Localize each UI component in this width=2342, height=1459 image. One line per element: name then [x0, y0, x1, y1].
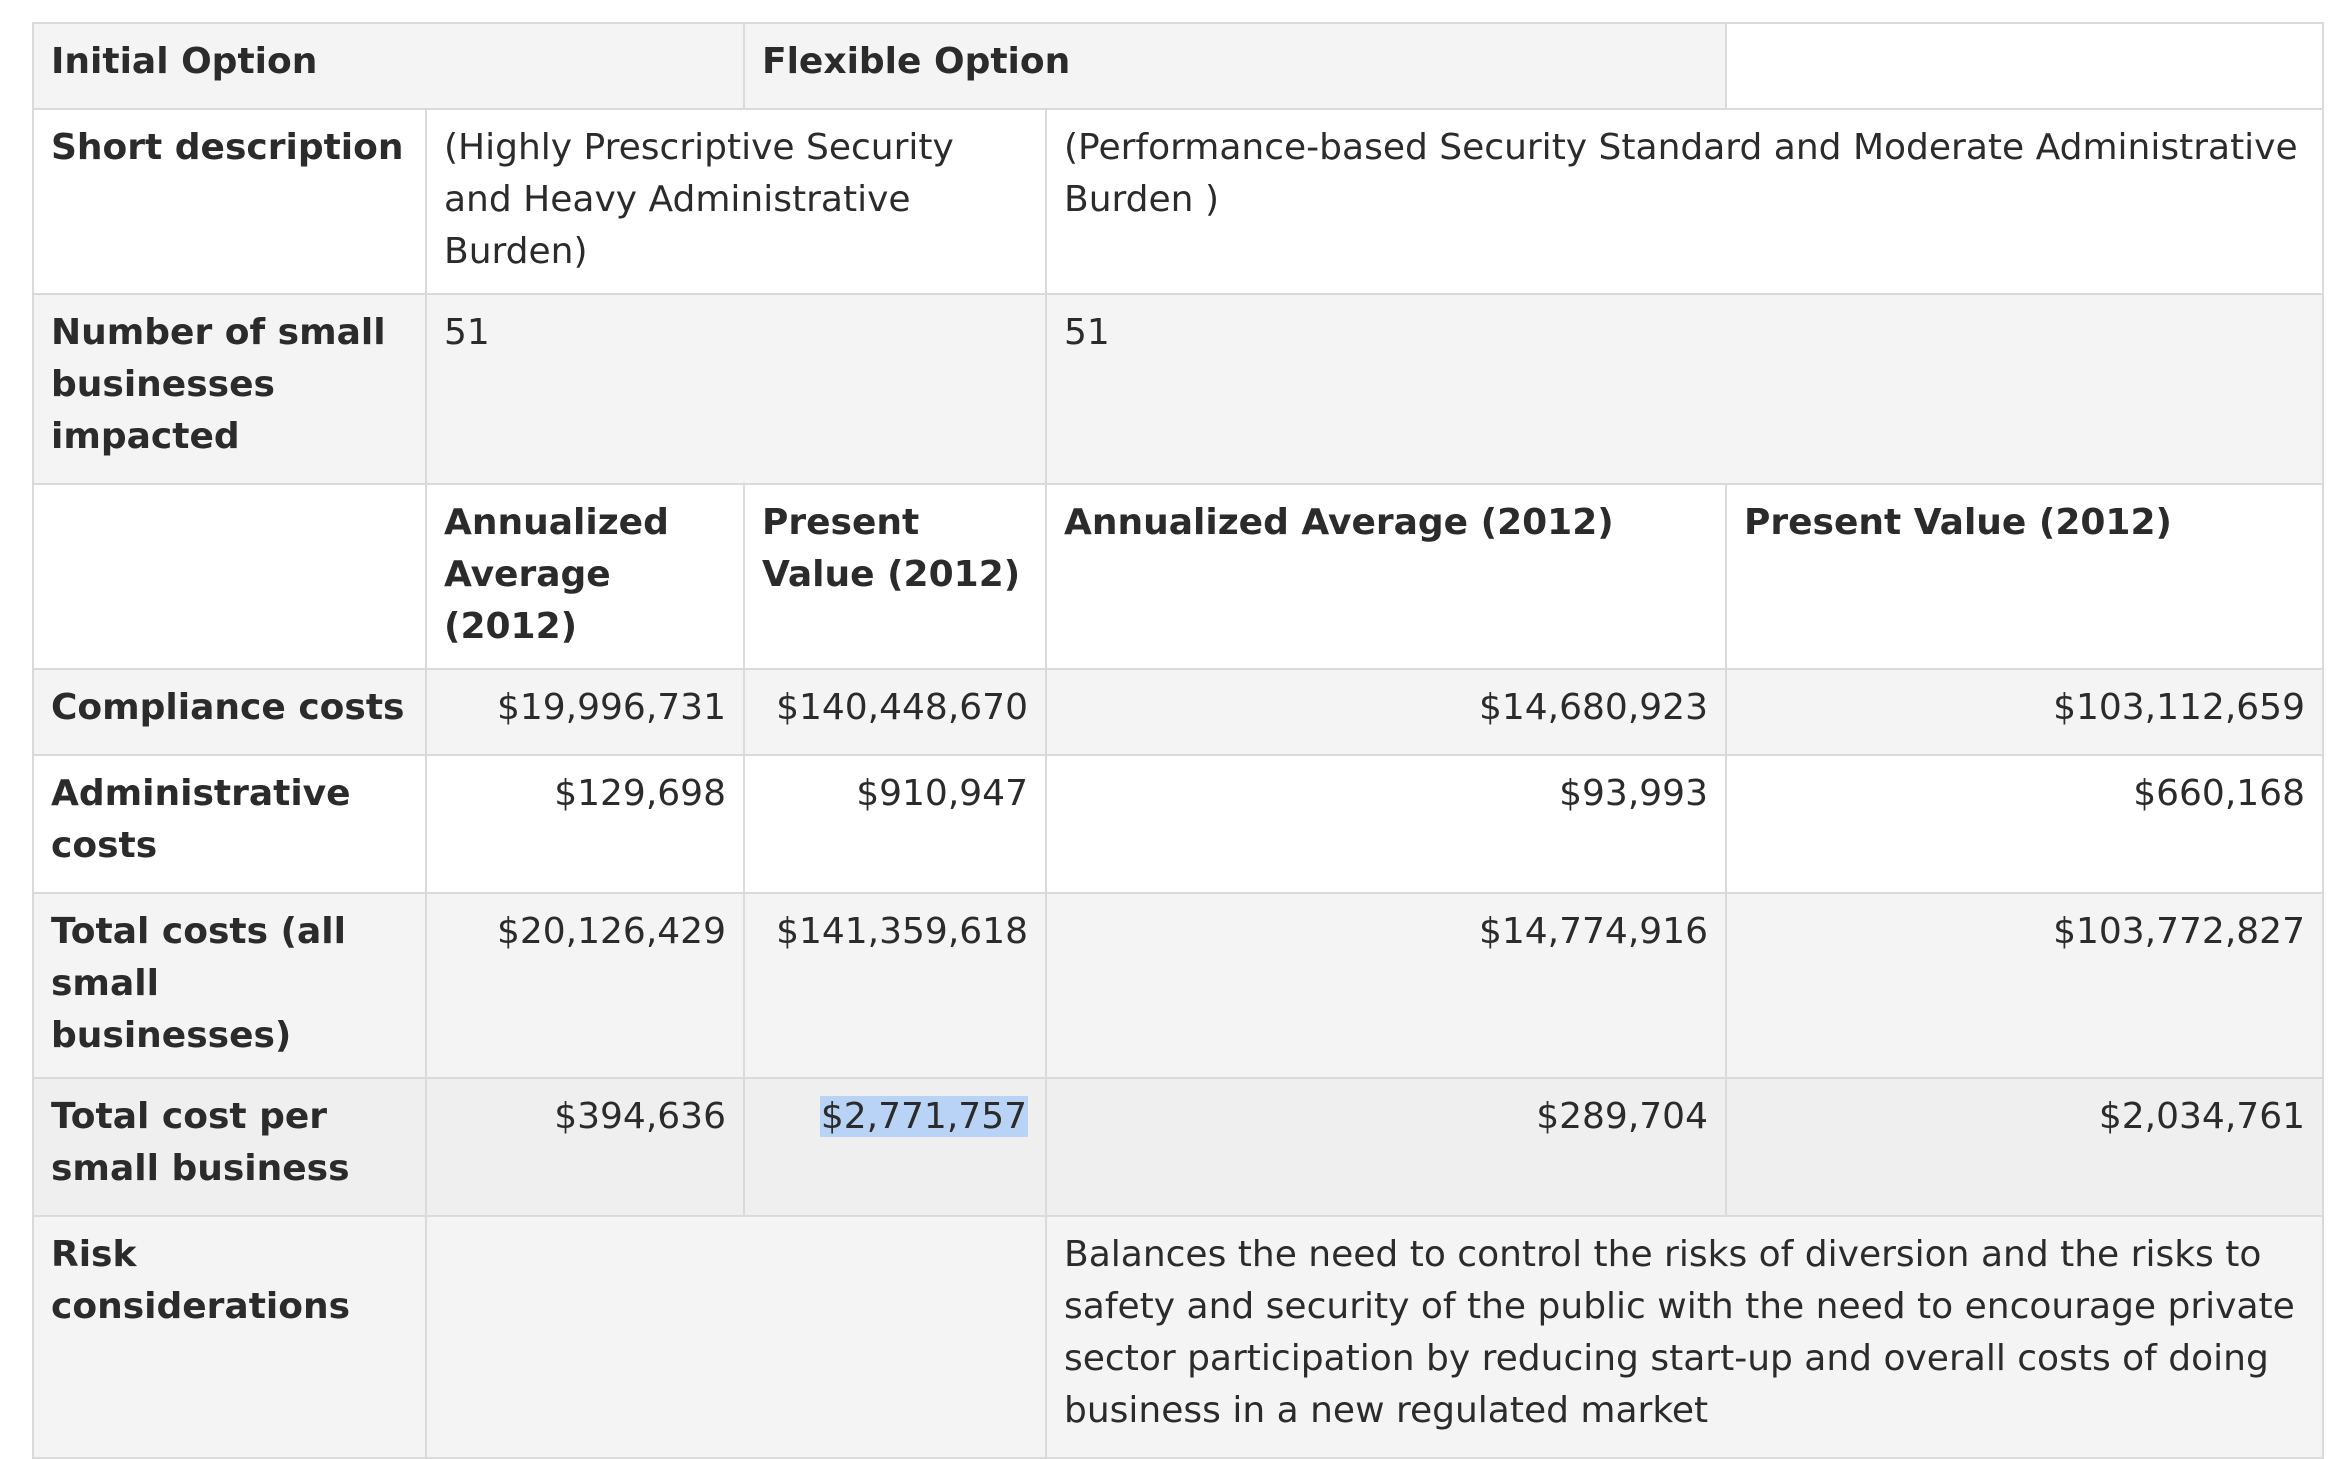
- table-row: Administrative costs $129,698 $910,947 $…: [32, 754, 2324, 894]
- initial-present-value: $141,359,618: [743, 892, 1047, 1079]
- flexible-option-header: Flexible Option: [743, 22, 1727, 110]
- initial-present-value: $910,947: [743, 754, 1047, 894]
- column-subheader-row: Annualized Average (2012) Present Value …: [32, 483, 2324, 670]
- flexible-annualized-header: Annualized Average (2012): [1045, 483, 1727, 670]
- flexible-annualized-value: $289,704: [1045, 1077, 1727, 1217]
- table-container: Initial Option Flexible Option Short des…: [32, 22, 2324, 1459]
- initial-annualized-value: $394,636: [425, 1077, 745, 1217]
- flexible-present-value: $103,772,827: [1725, 892, 2324, 1079]
- empty-header-cell: [1725, 22, 2324, 110]
- flexible-annualized-value: $14,680,923: [1045, 668, 1727, 756]
- table-row: Compliance costs $19,996,731 $140,448,67…: [32, 668, 2324, 756]
- row-label: Administrative costs: [32, 754, 427, 894]
- flexible-risk-considerations: Balances the need to control the risks o…: [1045, 1215, 2324, 1459]
- initial-present-value-header: Present Value (2012): [743, 483, 1047, 670]
- flexible-present-value: $2,034,761: [1725, 1077, 2324, 1217]
- flexible-annualized-value: $93,993: [1045, 754, 1727, 894]
- initial-short-description: (Highly Prescriptive Security and Heavy …: [425, 108, 1047, 295]
- flexible-businesses-impacted: 51: [1045, 293, 2324, 485]
- businesses-impacted-label: Number of small businesses impacted: [32, 293, 427, 485]
- flexible-short-description: (Performance-based Security Standard and…: [1045, 108, 2324, 295]
- risk-considerations-row: Risk considerations Balances the need to…: [32, 1215, 2324, 1459]
- table-row: Total costs (all small businesses) $20,1…: [32, 892, 2324, 1079]
- row-label: Compliance costs: [32, 668, 427, 756]
- flexible-annualized-value: $14,774,916: [1045, 892, 1727, 1079]
- initial-present-value-cell: $2,771,757: [743, 1077, 1047, 1217]
- initial-businesses-impacted: 51: [425, 293, 1047, 485]
- initial-annualized-header: Annualized Average (2012): [425, 483, 745, 670]
- table-row: Total cost per small business $394,636 $…: [32, 1077, 2324, 1217]
- cost-comparison-table: Initial Option Flexible Option Short des…: [32, 22, 2324, 1459]
- row-label: Total cost per small business: [32, 1077, 427, 1217]
- flexible-present-value: $103,112,659: [1725, 668, 2324, 756]
- initial-present-value: $140,448,670: [743, 668, 1047, 756]
- initial-risk-considerations: [425, 1215, 1047, 1459]
- initial-option-header: Initial Option: [32, 22, 745, 110]
- selected-text[interactable]: $2,771,757: [819, 1096, 1028, 1137]
- short-description-label: Short description: [32, 108, 427, 295]
- short-description-row: Short description (Highly Prescriptive S…: [32, 108, 2324, 295]
- initial-annualized-value: $19,996,731: [425, 668, 745, 756]
- initial-annualized-value: $129,698: [425, 754, 745, 894]
- businesses-impacted-row: Number of small businesses impacted 51 5…: [32, 293, 2324, 485]
- row-label: Total costs (all small businesses): [32, 892, 427, 1079]
- empty-subheader-cell: [32, 483, 427, 670]
- initial-annualized-value: $20,126,429: [425, 892, 745, 1079]
- risk-considerations-label: Risk considerations: [32, 1215, 427, 1459]
- flexible-present-value: $660,168: [1725, 754, 2324, 894]
- flexible-present-value-header: Present Value (2012): [1725, 483, 2324, 670]
- option-header-row: Initial Option Flexible Option: [32, 22, 2324, 110]
